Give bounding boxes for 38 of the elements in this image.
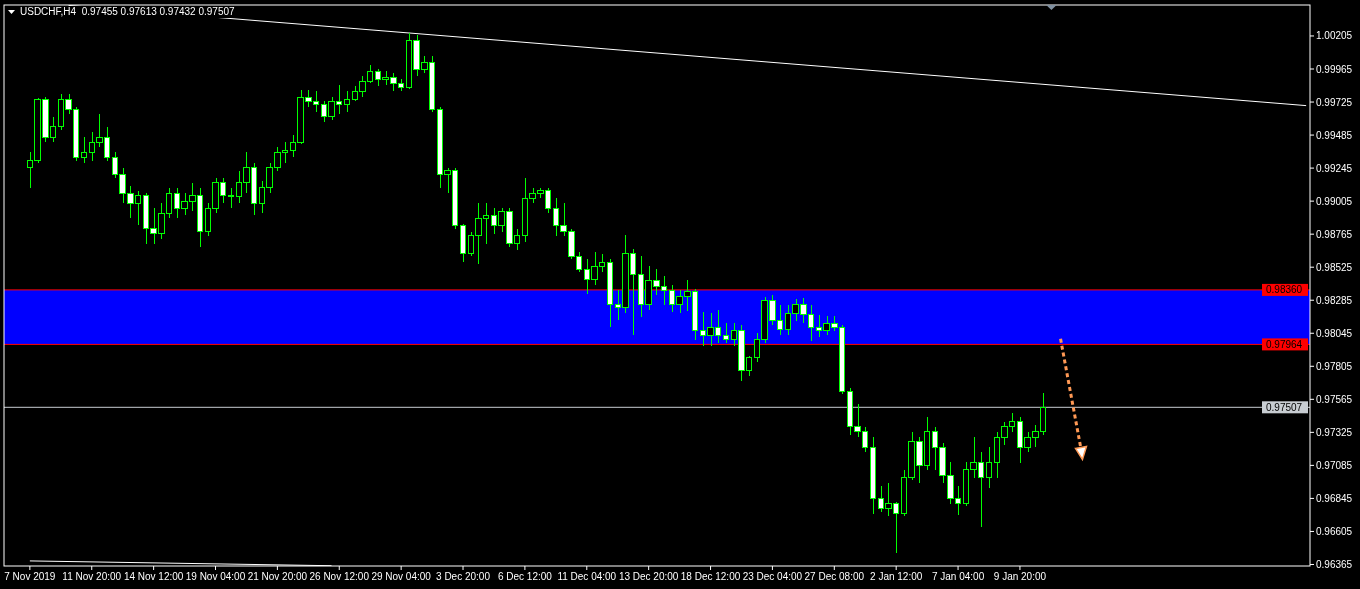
x-tick-label: 14 Nov 12:00 [123, 571, 184, 582]
y-tick-label: 0.99485 [1316, 129, 1353, 141]
y-tick-label: 0.96365 [1316, 558, 1353, 570]
x-tick-label: 13 Dec 20:00 [618, 571, 679, 582]
y-tick-label: 0.99965 [1316, 63, 1353, 75]
chart-title: USDCHF,H4 0.97455 0.97613 0.97432 0.97507 [20, 6, 236, 17]
y-tick-label: 0.96845 [1316, 492, 1353, 504]
x-tick-label: 9 Jan 20:00 [993, 571, 1047, 582]
x-tick-label: 27 Dec 08:00 [804, 571, 865, 582]
x-tick-label: 7 Jan 04:00 [931, 571, 985, 582]
ref-line-label: 0.98360 [1266, 284, 1303, 296]
y-tick-label: 0.97325 [1316, 426, 1353, 438]
y-tick-label: 1.00205 [1316, 30, 1353, 42]
x-tick-label: 2 Jan 12:00 [870, 571, 923, 582]
y-tick-label: 0.97565 [1316, 393, 1353, 405]
x-tick-label: 21 Nov 20:00 [247, 571, 308, 582]
y-tick-label: 0.98525 [1316, 261, 1353, 273]
y-tick-label: 0.99245 [1316, 162, 1353, 174]
y-tick-label: 0.98285 [1316, 294, 1353, 306]
x-tick-label: 3 Dec 20:00 [436, 571, 491, 582]
ref-line-label: 0.97507 [1266, 401, 1303, 413]
y-tick-label: 0.99725 [1316, 96, 1353, 108]
y-tick-label: 0.96605 [1316, 525, 1353, 537]
x-tick-label: 11 Nov 20:00 [62, 571, 122, 582]
x-tick-label: 11 Dec 04:00 [557, 571, 617, 582]
x-tick-label: 19 Nov 04:00 [185, 571, 246, 582]
x-tick-label: 6 Dec 12:00 [497, 571, 553, 582]
x-tick-label: 23 Dec 04:00 [742, 571, 803, 582]
y-tick-label: 0.97805 [1316, 360, 1353, 372]
y-tick-label: 0.97085 [1316, 459, 1353, 471]
x-tick-label: 26 Nov 12:00 [309, 571, 370, 582]
x-tick-label: 18 Dec 12:00 [680, 571, 741, 582]
y-tick-label: 0.98765 [1316, 228, 1353, 240]
x-tick-label: 29 Nov 04:00 [371, 571, 432, 582]
y-tick-label: 0.99005 [1316, 195, 1353, 207]
x-tick-label: 7 Nov 2019 [4, 571, 56, 582]
y-tick-label: 0.98045 [1316, 327, 1353, 339]
ref-line-label: 0.97964 [1266, 338, 1303, 350]
